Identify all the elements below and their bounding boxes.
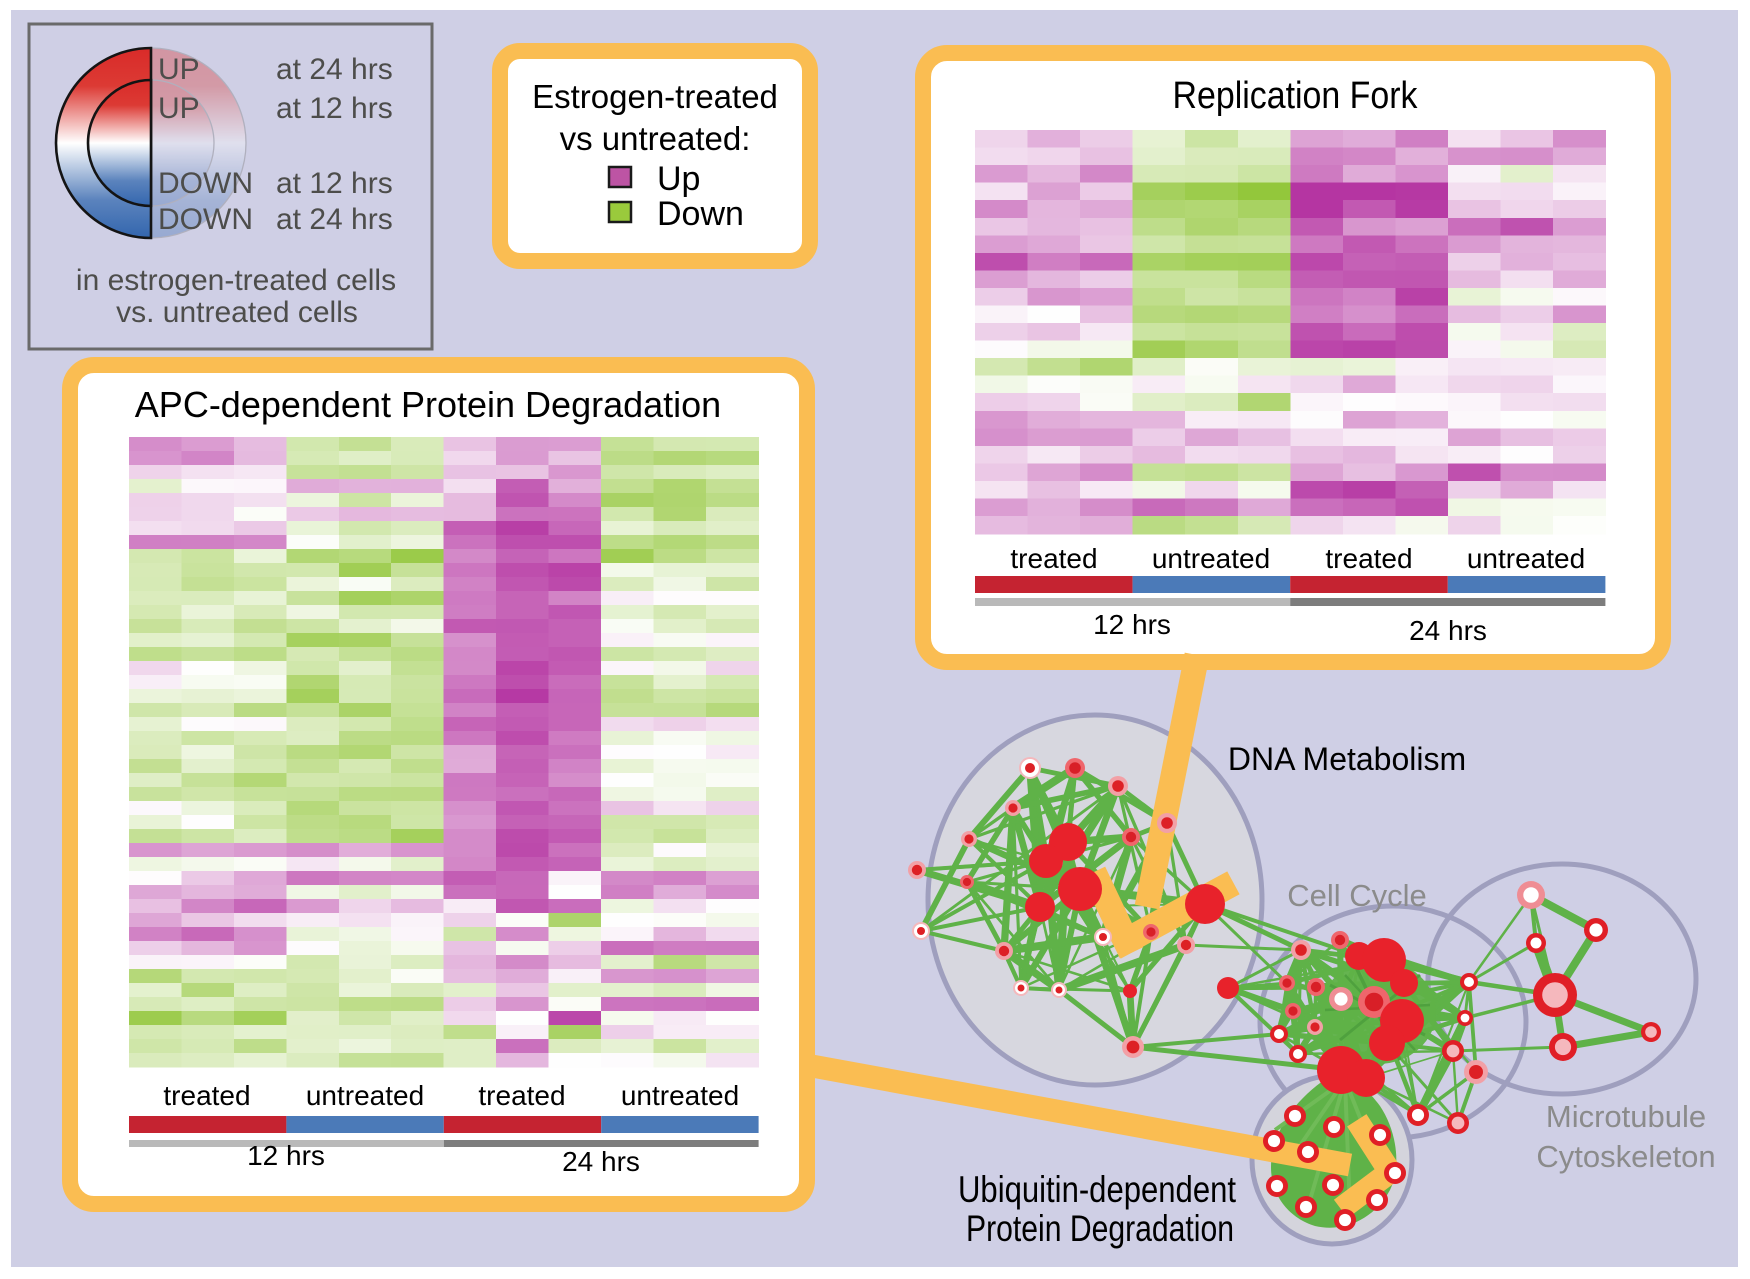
svg-text:at 24 hrs: at 24 hrs	[276, 53, 393, 86]
svg-text:24 hrs: 24 hrs	[562, 1146, 640, 1177]
svg-text:Ubiquitin-dependent: Ubiquitin-dependent	[958, 1169, 1237, 1210]
svg-text:untreated: untreated	[621, 1080, 739, 1111]
svg-text:Microtubule: Microtubule	[1546, 1099, 1706, 1134]
svg-text:Cell Cycle: Cell Cycle	[1287, 878, 1427, 913]
svg-text:Cytoskeleton: Cytoskeleton	[1536, 1139, 1715, 1174]
svg-text:Down: Down	[657, 195, 744, 233]
svg-text:in estrogen-treated cells: in estrogen-treated cells	[76, 264, 396, 297]
svg-text:12 hrs: 12 hrs	[1093, 609, 1171, 640]
svg-text:untreated: untreated	[1467, 543, 1585, 574]
svg-text:treated: treated	[478, 1080, 565, 1111]
svg-text:12 hrs: 12 hrs	[247, 1140, 325, 1171]
svg-text:vs untreated:: vs untreated:	[560, 120, 751, 157]
svg-text:24 hrs: 24 hrs	[1409, 615, 1487, 646]
svg-text:DNA Metabolism: DNA Metabolism	[1228, 741, 1466, 777]
svg-text:untreated: untreated	[306, 1080, 424, 1111]
svg-text:Replication Fork: Replication Fork	[1173, 75, 1419, 117]
svg-text:at 12 hrs: at 12 hrs	[276, 167, 393, 200]
svg-text:DOWN: DOWN	[158, 167, 253, 200]
svg-text:treated: treated	[1010, 543, 1097, 574]
svg-text:APC-dependent Protein Degradat: APC-dependent Protein Degradation	[135, 384, 721, 425]
svg-text:UP: UP	[158, 92, 200, 125]
svg-text:untreated: untreated	[1152, 543, 1270, 574]
svg-text:Estrogen-treated: Estrogen-treated	[532, 78, 778, 115]
svg-text:vs. untreated cells: vs. untreated cells	[116, 296, 358, 329]
svg-text:at 12 hrs: at 12 hrs	[276, 92, 393, 125]
svg-text:Up: Up	[657, 160, 700, 198]
svg-text:DOWN: DOWN	[158, 203, 253, 236]
svg-text:UP: UP	[158, 53, 200, 86]
svg-text:at 24 hrs: at 24 hrs	[276, 203, 393, 236]
svg-text:treated: treated	[163, 1080, 250, 1111]
svg-text:treated: treated	[1325, 543, 1412, 574]
svg-text:Protein Degradation: Protein Degradation	[966, 1208, 1234, 1249]
